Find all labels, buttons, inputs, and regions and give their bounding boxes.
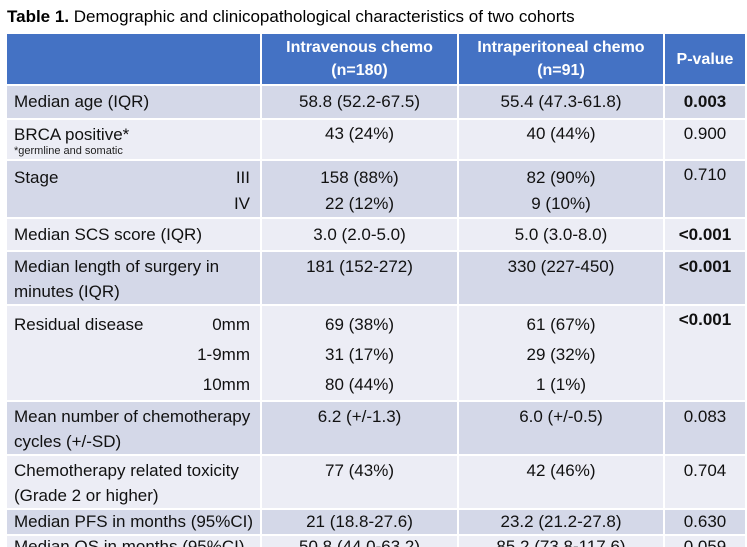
sub-label: III	[235, 168, 250, 187]
ip-value: 55.4 (47.3-61.8)	[457, 84, 665, 120]
table-number: Table 1.	[7, 7, 70, 26]
iv-value-line: 22 (12%)	[325, 194, 394, 213]
iv-value: 69 (38%) 31 (17%) 80 (44%)	[260, 304, 459, 402]
iv-value-line: 31 (17%)	[325, 345, 394, 364]
ip-value-line: 61 (67%)	[526, 315, 596, 334]
p-value: <0.001	[663, 250, 747, 306]
ip-value: 23.2 (21.2-27.8)	[457, 508, 665, 536]
sub-label: 10mm	[202, 375, 250, 394]
header-empty-cell	[5, 32, 262, 86]
table-row-stage: Stage III IV 158 (88%) 22 (12%)	[5, 159, 747, 219]
row-label-footnote: *germline and somatic	[14, 145, 123, 157]
table-row-surgery-length: Median length of surgery in minutes (IQR…	[5, 250, 747, 306]
iv-value: 181 (152-272)	[260, 250, 459, 306]
row-label-main: Residual disease	[14, 315, 144, 334]
row-label: Mean number of chemotherapy cycles (+/-S…	[5, 400, 262, 456]
ip-value: 6.0 (+/-0.5)	[457, 400, 665, 456]
p-value: 0.900	[663, 118, 747, 161]
header-ip-chemo: Intraperitoneal chemo (n=91)	[457, 32, 665, 86]
p-value: 0.003	[663, 84, 747, 120]
row-sub-labels: 0mm 1-9mm 10mm	[197, 310, 259, 399]
table-row-chemo-cycles: Mean number of chemotherapy cycles (+/-S…	[5, 400, 747, 456]
ip-value: 85.2 (73.8-117.6)	[457, 534, 665, 547]
table-row-scs-score: Median SCS score (IQR) 3.0 (2.0-5.0) 5.0…	[5, 217, 747, 252]
ip-value-line: 1 (1%)	[535, 375, 587, 394]
header-iv-chemo-name: Intravenous chemo	[286, 39, 433, 56]
row-label: Median OS in months (95%CI)	[5, 534, 262, 547]
iv-value: 21 (18.8-27.6)	[260, 508, 459, 536]
ip-value: 42 (46%)	[457, 454, 665, 510]
ip-value-line: 82 (90%)	[526, 168, 596, 187]
p-value: 0.704	[663, 454, 747, 510]
table-row-os: Median OS in months (95%CI) 50.8 (44.0-6…	[5, 534, 747, 547]
sub-label: 0mm	[212, 315, 250, 334]
ip-value: 61 (67%) 29 (32%) 1 (1%)	[457, 304, 665, 402]
header-row: Intravenous chemo (n=180) Intraperitonea…	[5, 32, 747, 86]
iv-value: 3.0 (2.0-5.0)	[260, 217, 459, 252]
p-value: <0.001	[663, 217, 747, 252]
iv-value: 158 (88%) 22 (12%)	[260, 159, 459, 219]
header-ip-chemo-n: (n=91)	[537, 62, 585, 79]
row-label-main: BRCA positive*	[14, 125, 130, 144]
ip-value: 82 (90%) 9 (10%)	[457, 159, 665, 219]
iv-value: 50.8 (44.0-63.2)	[260, 534, 459, 547]
iv-value-line: 158 (88%)	[320, 168, 399, 187]
header-iv-chemo: Intravenous chemo (n=180)	[260, 32, 459, 86]
p-value: 0.710	[663, 159, 747, 219]
sub-label: 1-9mm	[197, 345, 250, 364]
ip-value: 330 (227-450)	[457, 250, 665, 306]
iv-value: 77 (43%)	[260, 454, 459, 510]
ip-value: 40 (44%)	[457, 118, 665, 161]
iv-value: 43 (24%)	[260, 118, 459, 161]
table-row-median-age: Median age (IQR) 58.8 (52.2-67.5) 55.4 (…	[5, 84, 747, 120]
header-iv-chemo-n: (n=180)	[331, 62, 388, 79]
row-label-main: Stage	[14, 168, 59, 187]
p-value: 0.083	[663, 400, 747, 456]
header-p-value: P-value	[663, 32, 747, 86]
row-label: Median SCS score (IQR)	[5, 217, 262, 252]
iv-value: 58.8 (52.2-67.5)	[260, 84, 459, 120]
row-label: Median age (IQR)	[5, 84, 262, 120]
ip-value-line: 29 (32%)	[526, 345, 596, 364]
iv-value-line: 69 (38%)	[325, 315, 394, 334]
table-row-toxicity: Chemotherapy related toxicity (Grade 2 o…	[5, 454, 747, 510]
table-caption: Demographic and clinicopathological char…	[69, 7, 575, 26]
row-label: Residual disease 0mm 1-9mm 10mm	[5, 304, 262, 402]
table-row-brca: BRCA positive* *germline and somatic 43 …	[5, 118, 747, 161]
page-title: Table 1. Demographic and clinicopatholog…	[0, 0, 747, 32]
row-label: Median length of surgery in minutes (IQR…	[5, 250, 262, 306]
iv-value-line: 80 (44%)	[325, 375, 394, 394]
row-label: BRCA positive* *germline and somatic	[5, 118, 262, 161]
header-ip-chemo-name: Intraperitoneal chemo	[477, 39, 645, 56]
row-sub-labels: III IV	[233, 165, 259, 216]
iv-value: 6.2 (+/-1.3)	[260, 400, 459, 456]
ip-value: 5.0 (3.0-8.0)	[457, 217, 665, 252]
sub-label: IV	[233, 194, 250, 213]
p-value: 0.630	[663, 508, 747, 536]
ip-value-line: 9 (10%)	[531, 194, 591, 213]
row-label: Chemotherapy related toxicity (Grade 2 o…	[5, 454, 262, 510]
table-row-residual-disease: Residual disease 0mm 1-9mm 10mm 69 (38%)…	[5, 304, 747, 402]
table-row-pfs: Median PFS in months (95%CI) 21 (18.8-27…	[5, 508, 747, 536]
p-value: 0.059	[663, 534, 747, 547]
demographics-table: Intravenous chemo (n=180) Intraperitonea…	[5, 32, 747, 547]
row-label: Median PFS in months (95%CI)	[5, 508, 262, 536]
p-value: <0.001	[663, 304, 747, 402]
row-label: Stage III IV	[5, 159, 262, 219]
